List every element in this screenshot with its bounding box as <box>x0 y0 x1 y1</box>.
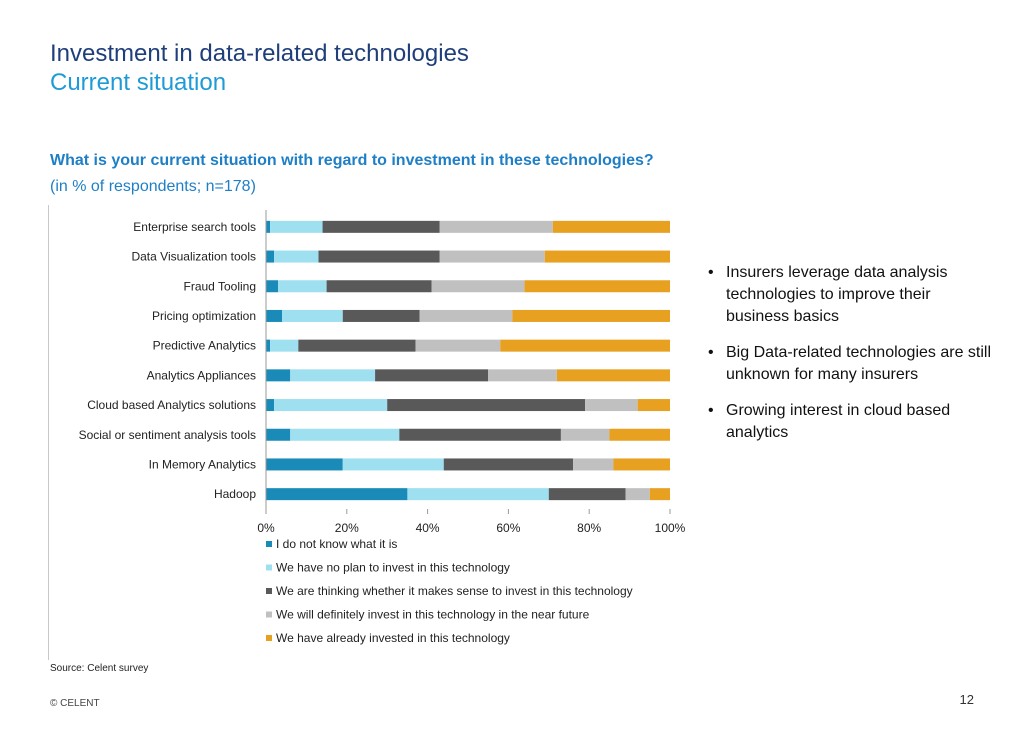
bar-segment <box>407 488 549 501</box>
bar-segment <box>266 458 343 471</box>
key-findings: Insurers leverage data analysis technolo… <box>704 262 994 458</box>
bar-segment <box>387 399 586 412</box>
category-label: In Memory Analytics <box>149 457 256 471</box>
bar-segment <box>548 488 626 501</box>
slide-subtitle: Current situation <box>50 69 227 96</box>
slide-title: Investment in data-related technologies <box>50 40 469 67</box>
bar-segment <box>613 458 670 471</box>
bar-segment <box>274 399 388 412</box>
bar-segment <box>266 339 271 352</box>
survey-question: What is your current situation with rega… <box>50 152 654 169</box>
bar-segment <box>282 309 343 322</box>
finding-item: Insurers leverage data analysis technolo… <box>704 262 994 328</box>
category-label: Predictive Analytics <box>153 339 256 353</box>
bar-segment <box>443 458 574 471</box>
legend-label: We have no plan to invest in this techno… <box>276 561 510 575</box>
bar-segment <box>649 488 670 501</box>
bar-segment <box>524 280 670 293</box>
page-number: 12 <box>959 692 974 707</box>
bar-segment <box>266 369 291 382</box>
x-tick-label: 0% <box>257 521 275 535</box>
bar-segment <box>266 399 275 412</box>
bar-segment <box>298 339 416 352</box>
bar-segment <box>625 488 650 501</box>
bar-segment <box>290 369 376 382</box>
bar-segment <box>266 280 279 293</box>
bar-segment <box>488 369 557 382</box>
finding-item: Big Data-related technologies are still … <box>704 342 994 386</box>
x-tick-label: 100% <box>655 521 686 535</box>
bar-segment <box>419 309 513 322</box>
bar-segment <box>544 250 670 263</box>
bar-segment <box>278 280 327 293</box>
category-label: Data Visualization tools <box>131 250 256 264</box>
bar-segment <box>560 428 610 441</box>
legend-swatch <box>266 588 272 594</box>
bar-segment <box>573 458 614 471</box>
bar-segment <box>439 250 545 263</box>
bar-segment <box>270 339 299 352</box>
legend-label: We will definitely invest in this techno… <box>276 608 590 622</box>
bar-segment <box>585 399 638 412</box>
legend-swatch <box>266 541 272 547</box>
bar-segment <box>266 220 271 233</box>
bar-segment <box>326 280 432 293</box>
bar-segment <box>637 399 670 412</box>
divider-line <box>48 205 49 660</box>
legend-label: We are thinking whether it makes sense t… <box>276 584 633 598</box>
bar-segment <box>270 220 323 233</box>
category-label: Hadoop <box>214 487 256 501</box>
bar-segment <box>266 250 275 263</box>
x-tick-label: 80% <box>577 521 601 535</box>
bar-segment <box>342 309 420 322</box>
bar-segment <box>556 369 670 382</box>
category-label: Cloud based Analytics solutions <box>87 398 256 412</box>
copyright: © CELENT <box>50 698 100 709</box>
bar-segment <box>431 280 525 293</box>
bar-segment <box>399 428 561 441</box>
bar-segment <box>552 220 670 233</box>
x-tick-label: 40% <box>416 521 440 535</box>
bar-segment <box>609 428 670 441</box>
bar-segment <box>439 220 553 233</box>
stacked-bar-chart: Enterprise search tools Data Visualizatio… <box>79 210 686 645</box>
category-label: Fraud Tooling <box>184 279 257 293</box>
category-label: Analytics Appliances <box>147 368 256 382</box>
legend-label: I do not know what it is <box>276 537 397 551</box>
bar-segment <box>266 309 283 322</box>
legend-swatch <box>266 611 272 618</box>
category-label: Social or sentiment analysis tools <box>79 428 256 442</box>
bar-segment <box>290 428 400 441</box>
bar-segment <box>500 339 670 352</box>
finding-item: Growing interest in cloud based analytic… <box>704 400 994 444</box>
x-tick-label: 60% <box>496 521 520 535</box>
bar-segment <box>512 309 670 322</box>
respondents-note: (in % of respondents; n=178) <box>50 178 256 195</box>
legend-swatch <box>266 564 272 571</box>
source-note: Source: Celent survey <box>50 663 149 674</box>
bar-segment <box>415 339 501 352</box>
legend-label: We have already invested in this technol… <box>276 631 510 645</box>
bar-segment <box>342 458 444 471</box>
x-tick-label: 20% <box>335 521 359 535</box>
bar-segment <box>266 488 408 501</box>
bar-segment <box>318 250 440 263</box>
bar-segment <box>322 220 440 233</box>
bar-segment <box>266 428 291 441</box>
category-label: Pricing optimization <box>152 309 256 323</box>
bar-segment <box>274 250 319 263</box>
category-label: Enterprise search tools <box>133 220 256 234</box>
legend-swatch <box>266 635 272 641</box>
bar-segment <box>375 369 489 382</box>
